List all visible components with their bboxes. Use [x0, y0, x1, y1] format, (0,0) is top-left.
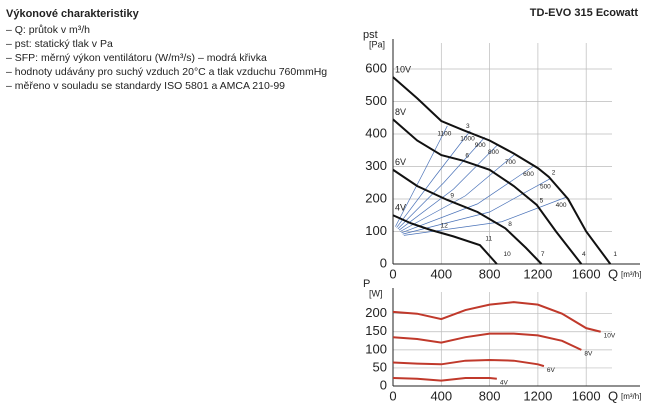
sfp-label: 600 — [523, 171, 534, 178]
series-line — [392, 332, 582, 351]
x-tick-label: 800 — [479, 266, 501, 281]
series-label: 10V — [395, 65, 411, 75]
title: TD-EVO 315 Ecowatt — [530, 7, 639, 19]
point-label: 6 — [465, 153, 469, 160]
y-axis-unit: [Pa] — [369, 39, 385, 49]
note: – měřeno v souladu se standardy ISO 5801… — [6, 80, 285, 92]
sfp-label: 900 — [475, 142, 486, 149]
series-line — [402, 178, 551, 235]
point-label: 1 — [613, 251, 617, 258]
sfp-label: 400 — [556, 202, 567, 209]
note: – SFP: měrný výkon ventilátoru (W/m³/s) … — [6, 52, 267, 64]
x-tick-label: 1200 — [523, 388, 552, 403]
y-tick-label: 600 — [365, 60, 387, 75]
x-tick-label: 800 — [479, 388, 501, 403]
sfp-label: 1000 — [460, 135, 475, 142]
series-label: 4V — [500, 379, 509, 386]
x-tick-label: 1600 — [572, 266, 601, 281]
y-axis-label: P — [363, 278, 370, 290]
point-label: 11 — [485, 236, 492, 243]
point-label: 9 — [450, 193, 454, 200]
series-line — [392, 168, 543, 265]
point-label: 4 — [582, 251, 586, 258]
y-tick-label: 0 — [380, 377, 387, 392]
series-line — [396, 130, 471, 228]
series-line — [392, 76, 612, 265]
series-label: 8V — [395, 107, 406, 117]
x-tick-label: 0 — [389, 266, 396, 281]
sfp-label: 500 — [540, 184, 551, 191]
series-line — [392, 358, 545, 368]
x-axis-label: Q — [608, 388, 618, 403]
y-tick-label: 500 — [365, 93, 387, 108]
point-label: 10 — [503, 251, 511, 258]
point-label: 12 — [441, 223, 449, 230]
series-line — [392, 301, 601, 333]
series-line — [392, 118, 583, 265]
sfp-label: 800 — [488, 149, 499, 156]
y-tick-label: 400 — [365, 125, 387, 140]
note: – pst: statický tlak v Pa — [6, 38, 113, 50]
series-line — [401, 166, 534, 234]
x-tick-label: 400 — [430, 266, 452, 281]
series-label: 6V — [395, 157, 406, 167]
sfp-label: 700 — [505, 159, 516, 166]
point-label: 2 — [552, 170, 556, 177]
series-label: 6V — [547, 367, 556, 374]
y-tick-label: 300 — [365, 158, 387, 173]
y-tick-label: 100 — [365, 223, 387, 238]
notes-heading: Výkonové charakteristiky — [6, 8, 140, 20]
point-label: 3 — [466, 123, 470, 130]
x-tick-label: 1200 — [523, 266, 552, 281]
y-tick-label: 50 — [373, 359, 387, 374]
sfp-label: 1100 — [437, 131, 451, 138]
x-tick-label: 1600 — [572, 388, 601, 403]
point-label: 7 — [541, 251, 545, 258]
note: – Q: průtok v m³/h — [6, 24, 90, 36]
y-tick-label: 150 — [365, 323, 387, 338]
y-tick-label: 0 — [380, 255, 387, 270]
x-axis-label: Q — [608, 266, 618, 281]
series-line — [398, 144, 499, 231]
point-label: 8 — [508, 221, 512, 228]
y-axis-label: pst — [363, 29, 378, 41]
x-tick-label: 400 — [430, 388, 452, 403]
series-line — [392, 377, 497, 382]
series-label: 10V — [604, 332, 616, 339]
series-line — [400, 153, 516, 232]
y-tick-label: 100 — [365, 341, 387, 356]
y-tick-label: 200 — [365, 305, 387, 320]
y-axis-unit: [W] — [369, 288, 383, 298]
x-axis-unit: [m³/h] — [621, 270, 641, 279]
point-label: 5 — [540, 198, 544, 205]
x-tick-label: 0 — [389, 388, 396, 403]
series-line — [397, 137, 486, 230]
series-line — [395, 125, 448, 227]
x-axis-unit: [m³/h] — [621, 392, 641, 401]
series-label: 8V — [584, 351, 593, 358]
y-tick-label: 200 — [365, 190, 387, 205]
note: – hodnoty udávány pro suchý vzduch 20°C … — [6, 66, 327, 78]
series-line — [392, 214, 498, 265]
series-label: 4V — [395, 203, 406, 213]
